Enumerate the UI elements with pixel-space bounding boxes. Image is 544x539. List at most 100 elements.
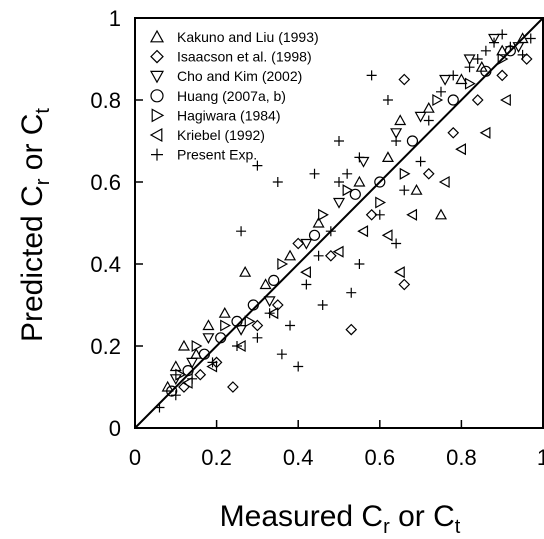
y-tick-label: 1: [109, 6, 121, 31]
data-point: [496, 44, 509, 56]
data-point: [479, 126, 491, 139]
data-point: [374, 209, 385, 220]
data-point: [300, 238, 313, 250]
legend-label: Present Exp.: [177, 147, 257, 163]
data-point: [455, 143, 466, 156]
data-point: [354, 152, 365, 163]
legend-label: Isaacson et al. (1998): [177, 49, 312, 65]
data-point: [381, 229, 393, 242]
legend-label: Kriebel (1992): [177, 127, 265, 143]
legend-label: Hagiwara (1984): [177, 107, 281, 123]
data-point: [464, 77, 476, 90]
data-point: [220, 319, 231, 332]
data-point: [232, 341, 242, 351]
y-tick-label: 0.4: [90, 252, 121, 277]
data-point: [259, 278, 272, 290]
data-point: [301, 279, 312, 290]
data-point: [349, 188, 361, 200]
y-axis-title: Predicted Cr or Ct: [16, 108, 54, 342]
legend-marker: [150, 89, 164, 103]
legend: Kakuno and Liu (1993) Isaacson et al. (19…: [149, 29, 319, 163]
data-point: [342, 184, 354, 197]
x-tick-label: 0.2: [201, 445, 232, 470]
data-point: [346, 287, 357, 298]
data-point: [464, 62, 475, 73]
data-point: [390, 128, 403, 140]
data-point: [312, 216, 325, 228]
data-point: [342, 168, 353, 179]
data-point: [497, 52, 509, 66]
reference-line-y-equals-x: [134, 17, 544, 429]
legend-marker: [151, 148, 163, 161]
data-point: [308, 229, 321, 241]
data-point: [374, 176, 386, 188]
data-point: [235, 325, 248, 336]
x-tick-label: 0.4: [283, 445, 314, 470]
x-tick-label: 1: [537, 445, 544, 470]
data-point: [422, 167, 435, 180]
x-tick-label: 0: [129, 445, 141, 470]
data-point: [244, 315, 256, 328]
data-point: [399, 185, 410, 196]
data-point: [317, 300, 328, 310]
data-point: [422, 101, 435, 113]
legend-label: Kakuno and Liu (1993): [177, 29, 319, 45]
legend-marker: [149, 127, 163, 143]
data-point: [251, 319, 264, 332]
data-point: [252, 160, 263, 171]
data-point: [357, 225, 369, 238]
legend-marker: [149, 29, 165, 43]
data-point: [391, 136, 402, 146]
data-point: [399, 167, 411, 180]
data-point: [202, 319, 215, 331]
data-point: [234, 339, 246, 353]
data-point: [406, 135, 419, 147]
data-point: [520, 53, 533, 65]
data-point: [284, 249, 297, 261]
data-point: [471, 94, 484, 106]
data-point: [415, 156, 426, 167]
data-point: [272, 177, 283, 187]
data-point: [375, 196, 387, 209]
legend-label: Huang (2007a, b): [177, 88, 286, 104]
x-tick-label: 0.6: [365, 445, 396, 470]
data-point: [497, 29, 508, 40]
y-tick-label: 0.6: [90, 170, 121, 195]
data-point: [194, 368, 207, 381]
data-point: [202, 333, 215, 345]
data-point: [292, 237, 305, 250]
data-point: [166, 385, 178, 397]
data-point: [309, 168, 320, 179]
data-point: [472, 54, 483, 64]
data-point: [239, 265, 252, 277]
data-point: [263, 296, 276, 308]
data-point: [398, 73, 411, 86]
data-point: [489, 37, 500, 48]
data-marks: [154, 29, 536, 413]
data-point: [218, 306, 231, 318]
data-point: [300, 266, 311, 279]
x-tick-label: 0.8: [446, 445, 477, 470]
data-point: [382, 95, 393, 105]
data-point: [267, 307, 279, 320]
data-point: [252, 332, 263, 343]
data-point: [177, 339, 190, 351]
data-point: [236, 226, 247, 237]
data-point: [186, 357, 199, 369]
data-point: [227, 381, 239, 393]
data-point: [334, 136, 344, 146]
data-point: [436, 86, 446, 97]
data-point: [332, 245, 344, 258]
data-point: [170, 390, 181, 401]
data-point: [432, 93, 444, 107]
data-point: [366, 70, 377, 81]
data-point: [463, 54, 476, 66]
data-point: [438, 175, 450, 189]
data-point: [398, 278, 411, 291]
legend-label: Cho and Kim (2002): [177, 68, 302, 84]
data-point: [391, 238, 402, 249]
data-point: [353, 175, 366, 187]
data-point: [175, 368, 187, 381]
data-point: [365, 208, 378, 221]
